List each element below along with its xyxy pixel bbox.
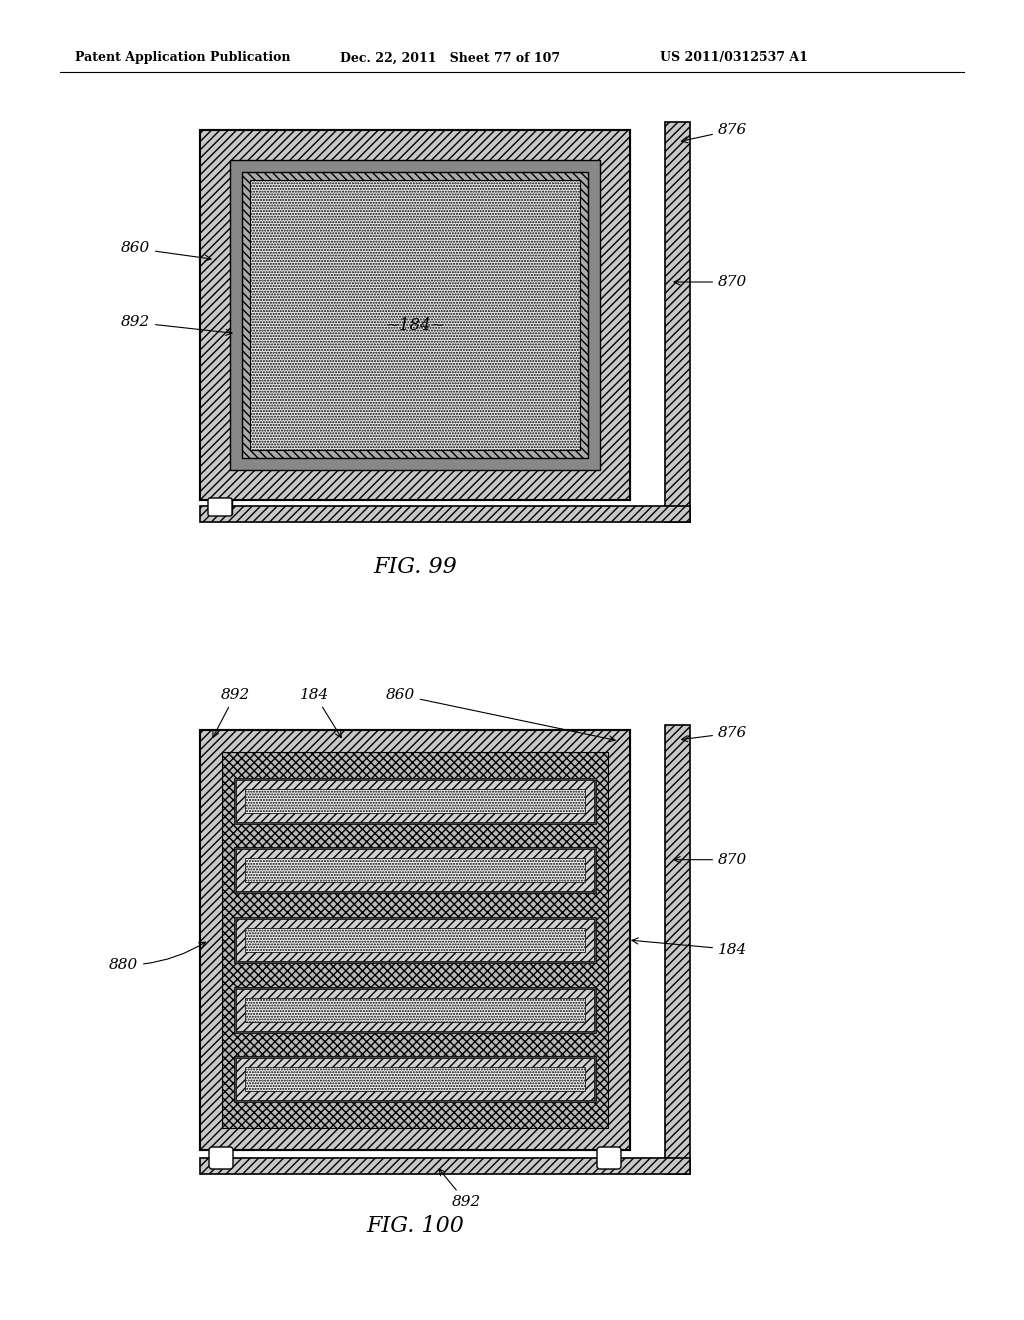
Bar	[236, 780, 594, 821]
Text: 892: 892	[121, 315, 232, 335]
Text: 870: 870	[674, 853, 748, 867]
Text: Dec. 22, 2011   Sheet 77 of 107: Dec. 22, 2011 Sheet 77 of 107	[340, 51, 560, 65]
Bar	[250, 180, 580, 450]
Bar	[236, 919, 594, 961]
Bar	[245, 998, 585, 1022]
Bar	[245, 788, 585, 813]
Text: 876: 876	[681, 123, 748, 143]
Bar	[200, 730, 630, 1150]
Bar	[200, 129, 630, 500]
Bar	[245, 1068, 585, 1092]
Bar	[665, 121, 690, 521]
Text: 892: 892	[213, 688, 250, 738]
Bar	[222, 752, 608, 1129]
Text: FIG. 100: FIG. 100	[366, 1214, 464, 1237]
Text: Patent Application Publication: Patent Application Publication	[75, 51, 291, 65]
FancyBboxPatch shape	[209, 1147, 233, 1170]
Bar	[245, 858, 585, 882]
Bar	[200, 129, 630, 500]
Bar	[234, 777, 596, 824]
Text: 876: 876	[682, 726, 748, 742]
FancyBboxPatch shape	[208, 498, 232, 516]
Bar	[234, 917, 596, 964]
FancyBboxPatch shape	[597, 1147, 621, 1170]
Bar	[665, 725, 690, 1173]
Text: 870: 870	[674, 275, 748, 289]
Bar	[230, 160, 600, 470]
Text: FIG. 99: FIG. 99	[373, 556, 457, 578]
Text: ~184~: ~184~	[385, 317, 444, 334]
Text: 860: 860	[121, 242, 211, 261]
Bar	[200, 506, 690, 521]
Text: 880: 880	[109, 942, 206, 972]
Bar	[234, 847, 596, 894]
Bar	[212, 500, 232, 513]
Bar	[200, 730, 630, 1150]
Bar	[236, 1059, 594, 1101]
Text: 184: 184	[300, 688, 341, 738]
Bar	[200, 1158, 690, 1173]
Text: 892: 892	[439, 1170, 480, 1209]
Bar	[245, 928, 585, 952]
Text: US 2011/0312537 A1: US 2011/0312537 A1	[660, 51, 808, 65]
Text: 184: 184	[632, 939, 748, 957]
Bar	[236, 849, 594, 891]
Text: 860: 860	[385, 688, 615, 742]
Bar	[234, 986, 596, 1032]
Bar	[236, 989, 594, 1031]
Bar	[242, 172, 588, 458]
Bar	[234, 1056, 596, 1102]
